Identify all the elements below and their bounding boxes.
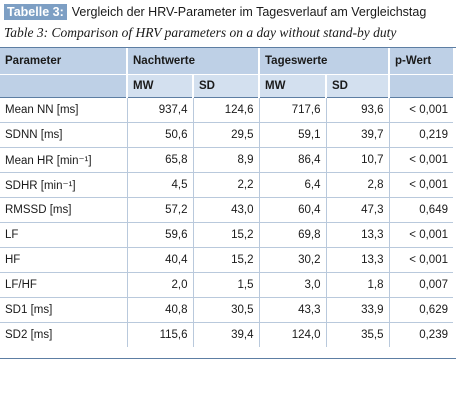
- cell-night-mw: 937,4: [126, 97, 193, 123]
- cell-day-mw: 60,4: [258, 197, 326, 223]
- cell-night-mw: 2,0: [126, 272, 193, 298]
- cell-day-sd: 13,3: [325, 247, 389, 273]
- cell-day-mw: 86,4: [258, 147, 326, 173]
- table-row: SDNN [ms] 50,6 29,5 59,1 39,7 0,219: [0, 122, 453, 148]
- cell-night-sd: 15,2: [192, 222, 259, 248]
- cell-night-sd: 15,2: [192, 247, 259, 273]
- table-row: SDHR [min⁻¹] 4,5 2,2 6,4 2,8 < 0,001: [0, 172, 453, 198]
- cell-p-value: 0,629: [388, 297, 453, 323]
- table-row: LF/HF 2,0 1,5 3,0 1,8 0,007: [0, 272, 453, 298]
- cell-parameter: LF: [0, 222, 127, 248]
- cell-night-mw: 57,2: [126, 197, 193, 223]
- cell-parameter: SD2 [ms]: [5, 329, 53, 341]
- cell-p-value: < 0,001: [388, 247, 453, 273]
- cell-parameter: Mean HR [min⁻¹]: [0, 147, 127, 173]
- cell-night-mw: 40,8: [126, 297, 193, 323]
- header-parameter: Parameter: [0, 48, 127, 75]
- cell-p-value: < 0,001: [388, 97, 453, 123]
- cell-p-value: 0,219: [388, 122, 453, 148]
- cell-night-sd: 43,0: [192, 197, 259, 223]
- cell-day-mw: 6,4: [258, 172, 326, 198]
- table-caption-german: Tabelle 3: Vergleich der HRV-Parameter im…: [4, 4, 426, 20]
- subheader-blank: [0, 74, 127, 98]
- cell-day-sd: 13,3: [325, 222, 389, 248]
- header-p-value: p-Wert: [388, 48, 453, 75]
- subheader-p-blank: [388, 74, 453, 98]
- cell-day-sd: 39,7: [325, 122, 389, 148]
- table-row: LF 59,6 15,2 69,8 13,3 < 0,001: [0, 222, 453, 248]
- table-subheader-row: MW SD MW SD: [0, 74, 453, 98]
- subheader-day-sd: SD: [325, 74, 389, 98]
- cell-night-mw: 65,8: [126, 147, 193, 173]
- cell-night-sd: 29,5: [192, 122, 259, 148]
- caption-german-text: Vergleich der HRV-Parameter im Tagesverl…: [71, 5, 427, 19]
- table-row: SD1 [ms] 40,8 30,5 43,3 33,9 0,629: [0, 297, 453, 323]
- cell-p-value: 0,007: [388, 272, 453, 298]
- cell-parameter: SDHR [min⁻¹]: [0, 172, 127, 198]
- table-caption-english: Table 3: Comparison of HRV parameters on…: [4, 25, 397, 40]
- cell-day-mw: 3,0: [258, 272, 326, 298]
- cell-day-mw: 124,0: [258, 322, 326, 347]
- table-row: Mean HR [min⁻¹] 65,8 8,9 86,4 10,7 < 0,001: [0, 147, 453, 173]
- cell-parameter: SDNN [ms]: [0, 122, 127, 148]
- cell-parameter: HF: [0, 247, 127, 273]
- hrv-comparison-table: Parameter Nachtwerte Tageswerte p-Wert M…: [0, 48, 453, 347]
- cell-night-mw: 40,4: [126, 247, 193, 273]
- subheader-night-mw: MW: [126, 74, 193, 98]
- cell-p-value: 0,649: [388, 197, 453, 223]
- header-night-values: Nachtwerte: [126, 48, 259, 75]
- table-row: Mean NN [ms] 937,4 124,6 717,6 93,6 < 0,001: [0, 97, 453, 123]
- cell-day-sd: 93,6: [325, 97, 389, 123]
- cell-night-mw: 50,6: [126, 122, 193, 148]
- table-number-badge: Tabelle 3:: [4, 4, 67, 20]
- cell-night-sd: 8,9: [192, 147, 259, 173]
- cell-night-mw: 115,6: [126, 322, 193, 347]
- cell-night-sd: 2,2: [192, 172, 259, 198]
- cell-p-value: < 0,001: [388, 222, 453, 248]
- table-row: SD2 [ms] 115,6 39,4 124,0 35,5 0,239: [0, 322, 453, 347]
- cell-night-mw: 4,5: [126, 172, 193, 198]
- cell-day-sd: 1,8: [325, 272, 389, 298]
- cell-day-sd: 33,9: [325, 297, 389, 323]
- cell-night-sd: 1,5: [192, 272, 259, 298]
- cell-day-mw: 43,3: [258, 297, 326, 323]
- cell-night-mw: 59,6: [126, 222, 193, 248]
- cell-day-sd: 47,3: [325, 197, 389, 223]
- cell-night-sd: 30,5: [192, 297, 259, 323]
- header-day-values: Tageswerte: [258, 48, 389, 75]
- cell-night-sd: 39,4: [192, 322, 259, 347]
- cell-parameter: SD1 [ms]: [0, 297, 127, 323]
- table-row: HF 40,4 15,2 30,2 13,3 < 0,001: [0, 247, 453, 273]
- cell-day-mw: 30,2: [258, 247, 326, 273]
- cell-parameter: LF/HF: [0, 272, 127, 298]
- subheader-day-mw: MW: [258, 74, 326, 98]
- table-row: RMSSD [ms] 57,2 43,0 60,4 47,3 0,649: [0, 197, 453, 223]
- hrv-table-container: Parameter Nachtwerte Tageswerte p-Wert M…: [0, 47, 456, 359]
- cell-day-mw: 69,8: [258, 222, 326, 248]
- cell-night-sd: 124,6: [192, 97, 259, 123]
- cell-day-sd: 35,5: [325, 322, 389, 347]
- cell-p-value: < 0,001: [388, 147, 453, 173]
- subheader-night-sd: SD: [192, 74, 259, 98]
- cell-parameter: Mean NN [ms]: [0, 97, 127, 123]
- cell-day-sd: 10,7: [325, 147, 389, 173]
- cell-day-mw: 717,6: [258, 97, 326, 123]
- cell-p-value: < 0,001: [388, 172, 453, 198]
- table-body: Mean NN [ms] 937,4 124,6 717,6 93,6 < 0,001 SD…: [0, 97, 453, 347]
- cell-day-mw: 59,1: [258, 122, 326, 148]
- table-header-row: Parameter Nachtwerte Tageswerte p-Wert: [0, 48, 453, 75]
- cell-p-value: 0,239: [388, 322, 453, 347]
- cell-day-sd: 2,8: [325, 172, 389, 198]
- cell-parameter: RMSSD [ms]: [0, 197, 127, 223]
